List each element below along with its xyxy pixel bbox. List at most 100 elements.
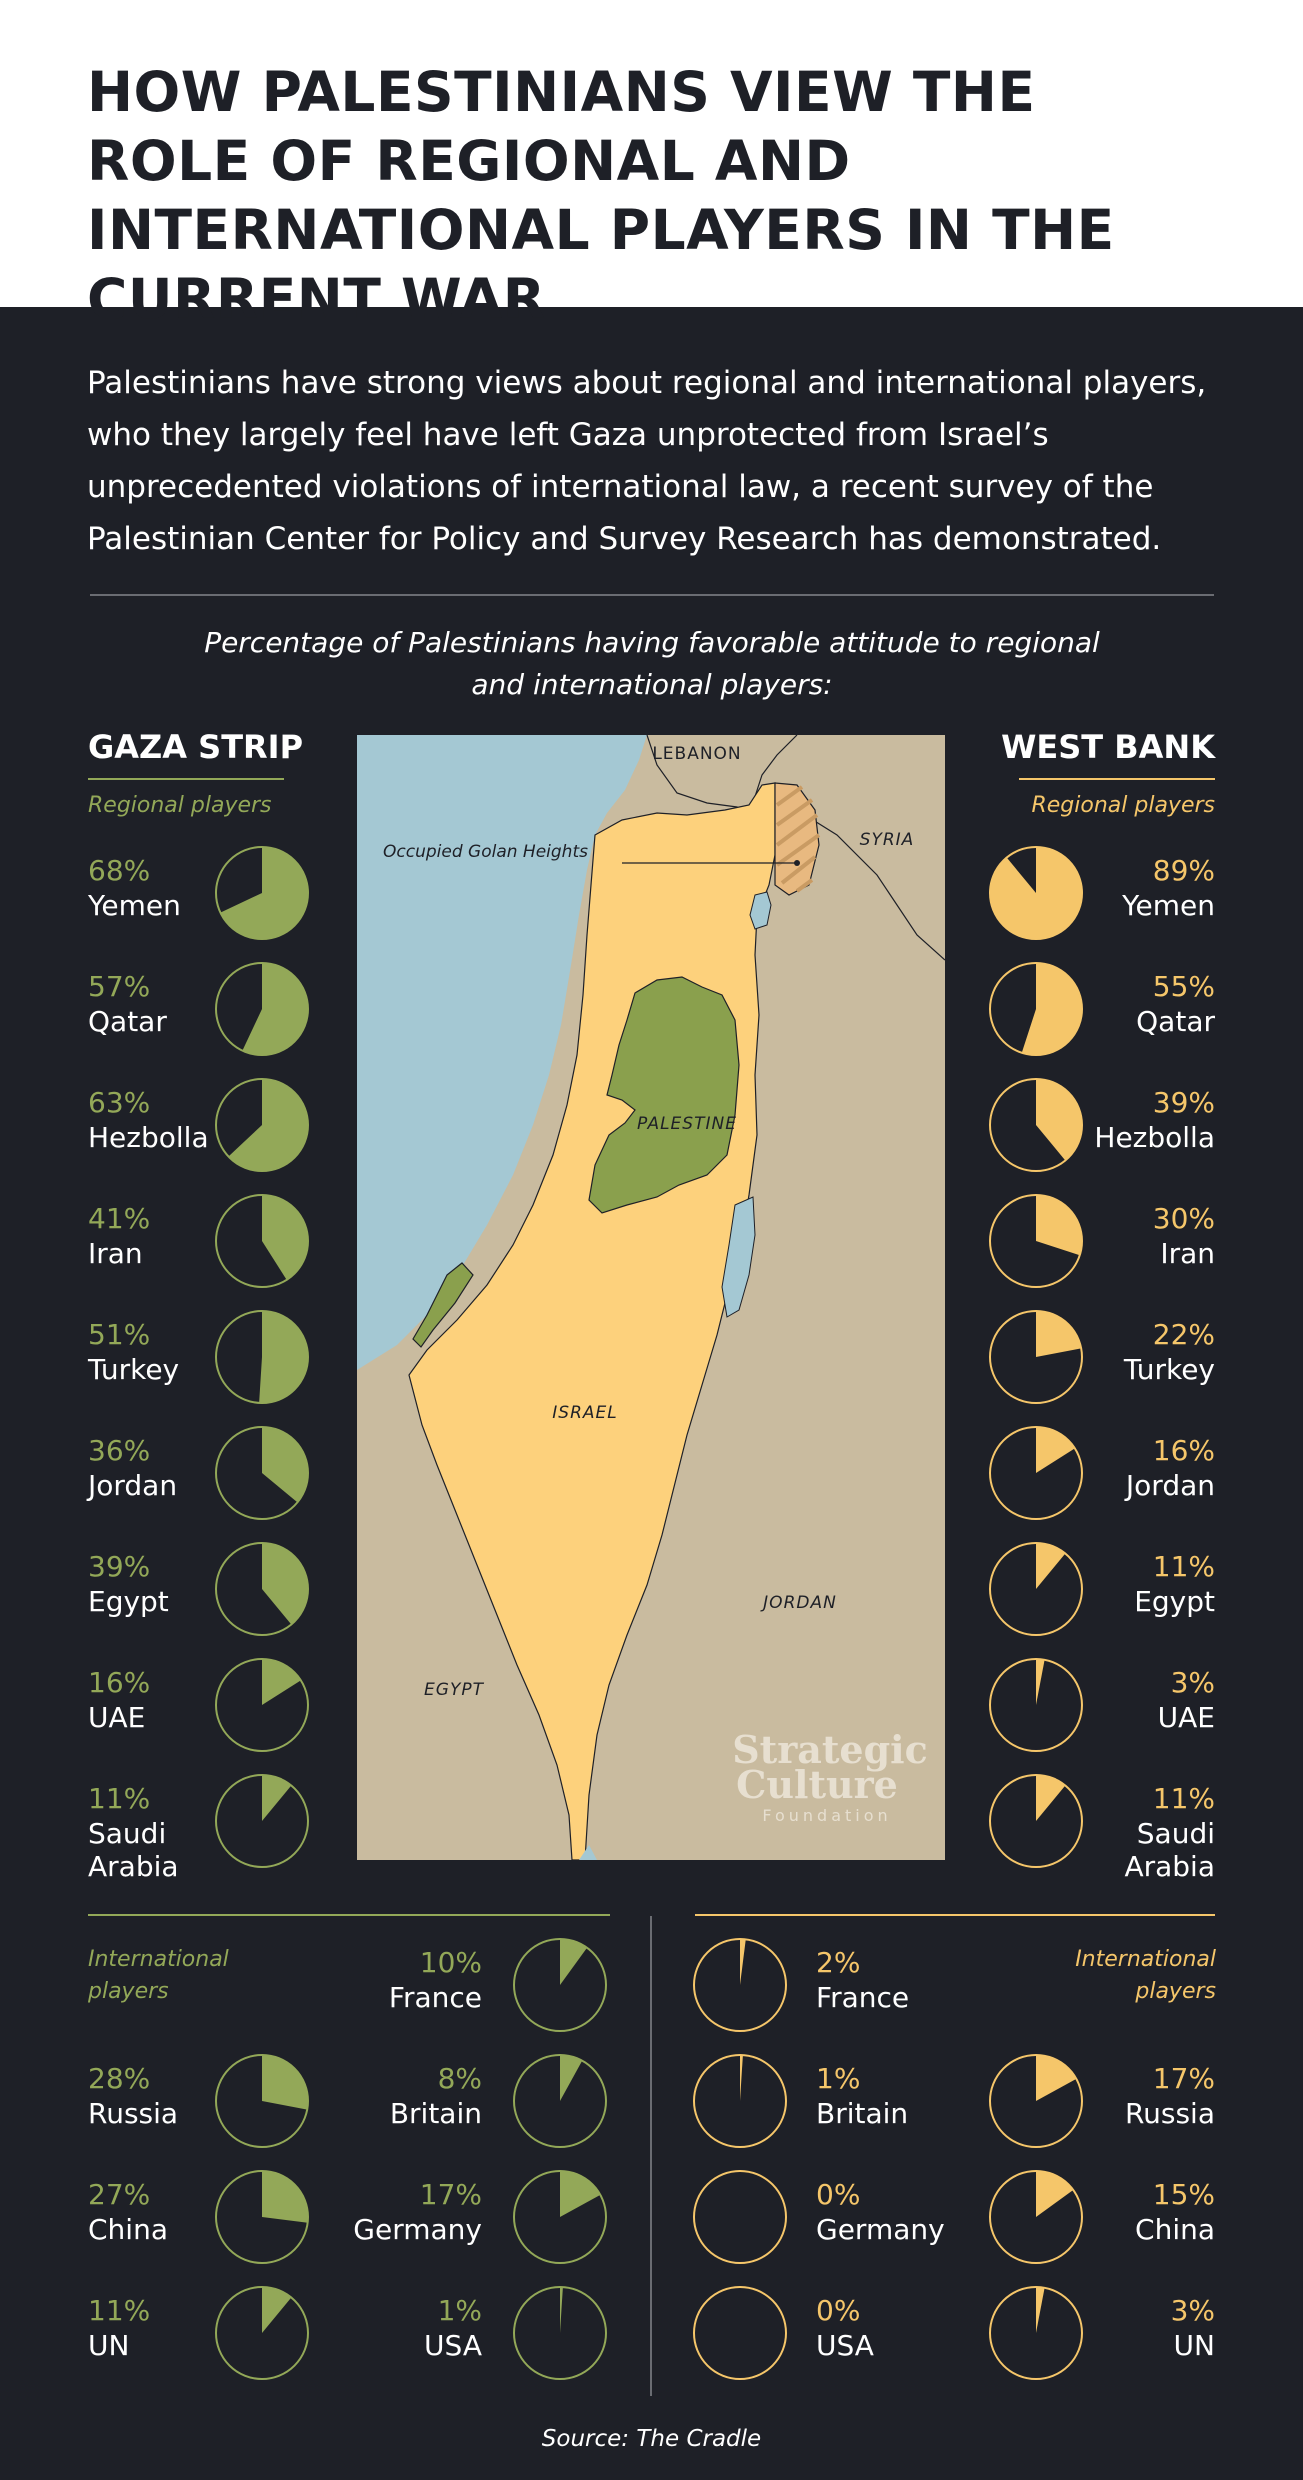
gaza-russia-label: Russia — [88, 2097, 179, 2130]
west-bank-saudi-arabia-ring — [989, 1774, 1083, 1868]
palestine-west-bank — [588, 976, 740, 1214]
gaza-yemen-percent: 68% — [88, 854, 151, 887]
gaza-egypt-pie — [215, 1542, 309, 1636]
west-bank-egypt-percent: 11% — [1152, 1550, 1215, 1583]
west-bank-jordan-label: Jordan — [1125, 1469, 1215, 1502]
gaza-un-slice — [262, 2287, 292, 2333]
west-bank-china-pie — [989, 2170, 1083, 2264]
gaza-saudi-arabia-slice — [262, 1775, 292, 1821]
gaza-china-ring — [215, 2170, 309, 2264]
watermark-culture: Culture — [736, 1762, 898, 1807]
map-label-egypt: EGYPT — [424, 1680, 485, 1700]
gaza-international-rule — [88, 1914, 610, 1916]
gaza-jordan-label: Jordan — [88, 1469, 178, 1502]
west-bank-hezbolla-percent: 39% — [1152, 1086, 1215, 1119]
gaza-saudi-arabia-ring — [215, 1774, 309, 1868]
gaza-germany-label: Germany — [353, 2213, 482, 2246]
west-bank-iran-percent: 30% — [1152, 1202, 1215, 1235]
map: LEBANON SYRIA Occupied Golan Heights PAL… — [357, 735, 945, 1860]
gaza-france-slice — [560, 1939, 588, 1985]
west-bank-germany-label: Germany — [816, 2213, 945, 2246]
west-bank-britain-percent: 1% — [816, 2062, 861, 2095]
gaza-yemen-ring — [215, 846, 309, 940]
west-bank-germany-percent: 0% — [816, 2178, 861, 2211]
gaza-russia-percent: 28% — [88, 2062, 151, 2095]
west-bank-egypt-slice — [1036, 1543, 1066, 1589]
gaza-france-pie — [513, 1938, 607, 2032]
gaza-iran-pie — [215, 1194, 309, 1288]
gaza-hezbolla-percent: 63% — [88, 1086, 151, 1119]
west-bank-hezbolla-ring — [989, 1078, 1083, 1172]
gaza-usa-ring — [513, 2286, 607, 2380]
gaza-usa-slice — [560, 2287, 563, 2333]
gaza-turkey-percent: 51% — [88, 1318, 151, 1351]
gaza-germany-slice — [560, 2171, 601, 2217]
west-bank-yemen-percent: 89% — [1152, 854, 1215, 887]
west-bank-egypt-pie — [989, 1542, 1083, 1636]
gaza-international-label: International players — [88, 1947, 229, 2004]
international-divider — [650, 1916, 652, 2396]
west-bank-iran-ring — [989, 1194, 1083, 1288]
gaza-germany-percent: 17% — [419, 2178, 482, 2211]
west-bank-turkey-ring — [989, 1310, 1083, 1404]
gaza-un-percent: 11% — [88, 2294, 151, 2327]
gaza-usa-percent: 1% — [437, 2294, 482, 2327]
gaza-usa-pie — [513, 2286, 607, 2380]
west-bank-france-percent: 2% — [816, 1946, 861, 1979]
gaza-yemen-pie — [215, 846, 309, 940]
gaza-qatar-label: Qatar — [88, 1005, 167, 1038]
gaza-turkey-label: Turkey — [88, 1353, 180, 1386]
golan-leader-dot — [794, 860, 800, 866]
west-bank-saudi-arabia-percent: 11% — [1152, 1782, 1215, 1815]
west-bank-turkey-label: Turkey — [1123, 1353, 1215, 1386]
chart-subtitle-line-2: and international players: — [471, 668, 833, 701]
intro-divider — [90, 594, 1214, 596]
west-bank-britain-label: Britain — [816, 2097, 909, 2130]
west-bank-qatar-pie — [989, 962, 1083, 1056]
gaza-germany-pie — [513, 2170, 607, 2264]
west-bank-iran-pie — [989, 1194, 1083, 1288]
west-bank-russia-ring — [989, 2054, 1083, 2148]
map-label-israel: ISRAEL — [552, 1403, 617, 1423]
west-bank-hezbolla-label: Hezbolla — [1094, 1121, 1215, 1154]
west-bank-qatar-percent: 55% — [1152, 970, 1215, 1003]
gaza-france-label: France — [388, 1981, 482, 2014]
gaza-britain-ring — [513, 2054, 607, 2148]
west-bank-un-slice — [1036, 2287, 1045, 2333]
watermark-strategic: Strategic — [732, 1727, 928, 1772]
west-bank-international-rule — [695, 1914, 1215, 1916]
gaza-china-slice — [262, 2171, 309, 2223]
west-bank-international-label: International players — [1075, 1947, 1216, 2004]
west-bank-heading: WEST BANK — [1001, 728, 1215, 766]
gaza-regional-label: Regional players — [88, 793, 272, 818]
west-bank-saudi-arabia-slice — [1036, 1775, 1066, 1821]
watermark-foundation: Foundation — [762, 1806, 891, 1825]
west-bank-iran-label: Iran — [1160, 1237, 1215, 1270]
west-bank-qatar-label: Qatar — [1136, 1005, 1215, 1038]
west-bank-hezbolla-pie — [989, 1078, 1083, 1172]
gaza-iran-slice — [262, 1195, 309, 1280]
gaza-turkey-pie — [215, 1310, 309, 1404]
west-bank-britain-slice — [740, 2055, 743, 2101]
west-bank-uae-pie — [989, 1658, 1083, 1752]
west-bank-iran-slice — [1036, 1195, 1082, 1256]
west-bank-saudi-arabia-pie — [989, 1774, 1083, 1868]
gaza-jordan-slice — [262, 1427, 308, 1503]
gaza-qatar-ring — [215, 962, 309, 1056]
sea-of-galilee — [749, 891, 772, 930]
west-bank-heading-rule — [1019, 778, 1215, 780]
gaza-yemen-slice — [220, 847, 309, 939]
west-bank-turkey-percent: 22% — [1152, 1318, 1215, 1351]
gaza-qatar-slice — [242, 963, 309, 1055]
gaza-turkey-ring — [215, 1310, 309, 1404]
west-bank-egypt-ring — [989, 1542, 1083, 1636]
gaza-saudi-arabia-label: Saudi Arabia — [88, 1817, 179, 1883]
west-bank-regional-label: Regional players — [1031, 793, 1215, 818]
gaza-hezbolla-ring — [215, 1078, 309, 1172]
west-bank-china-percent: 15% — [1152, 2178, 1215, 2211]
gaza-egypt-ring — [215, 1542, 309, 1636]
west-bank-un-label: UN — [1173, 2329, 1215, 2362]
gaza-hezbolla-slice — [228, 1079, 309, 1171]
west-bank-russia-label: Russia — [1124, 2097, 1215, 2130]
west-bank-usa-label: USA — [816, 2329, 874, 2362]
